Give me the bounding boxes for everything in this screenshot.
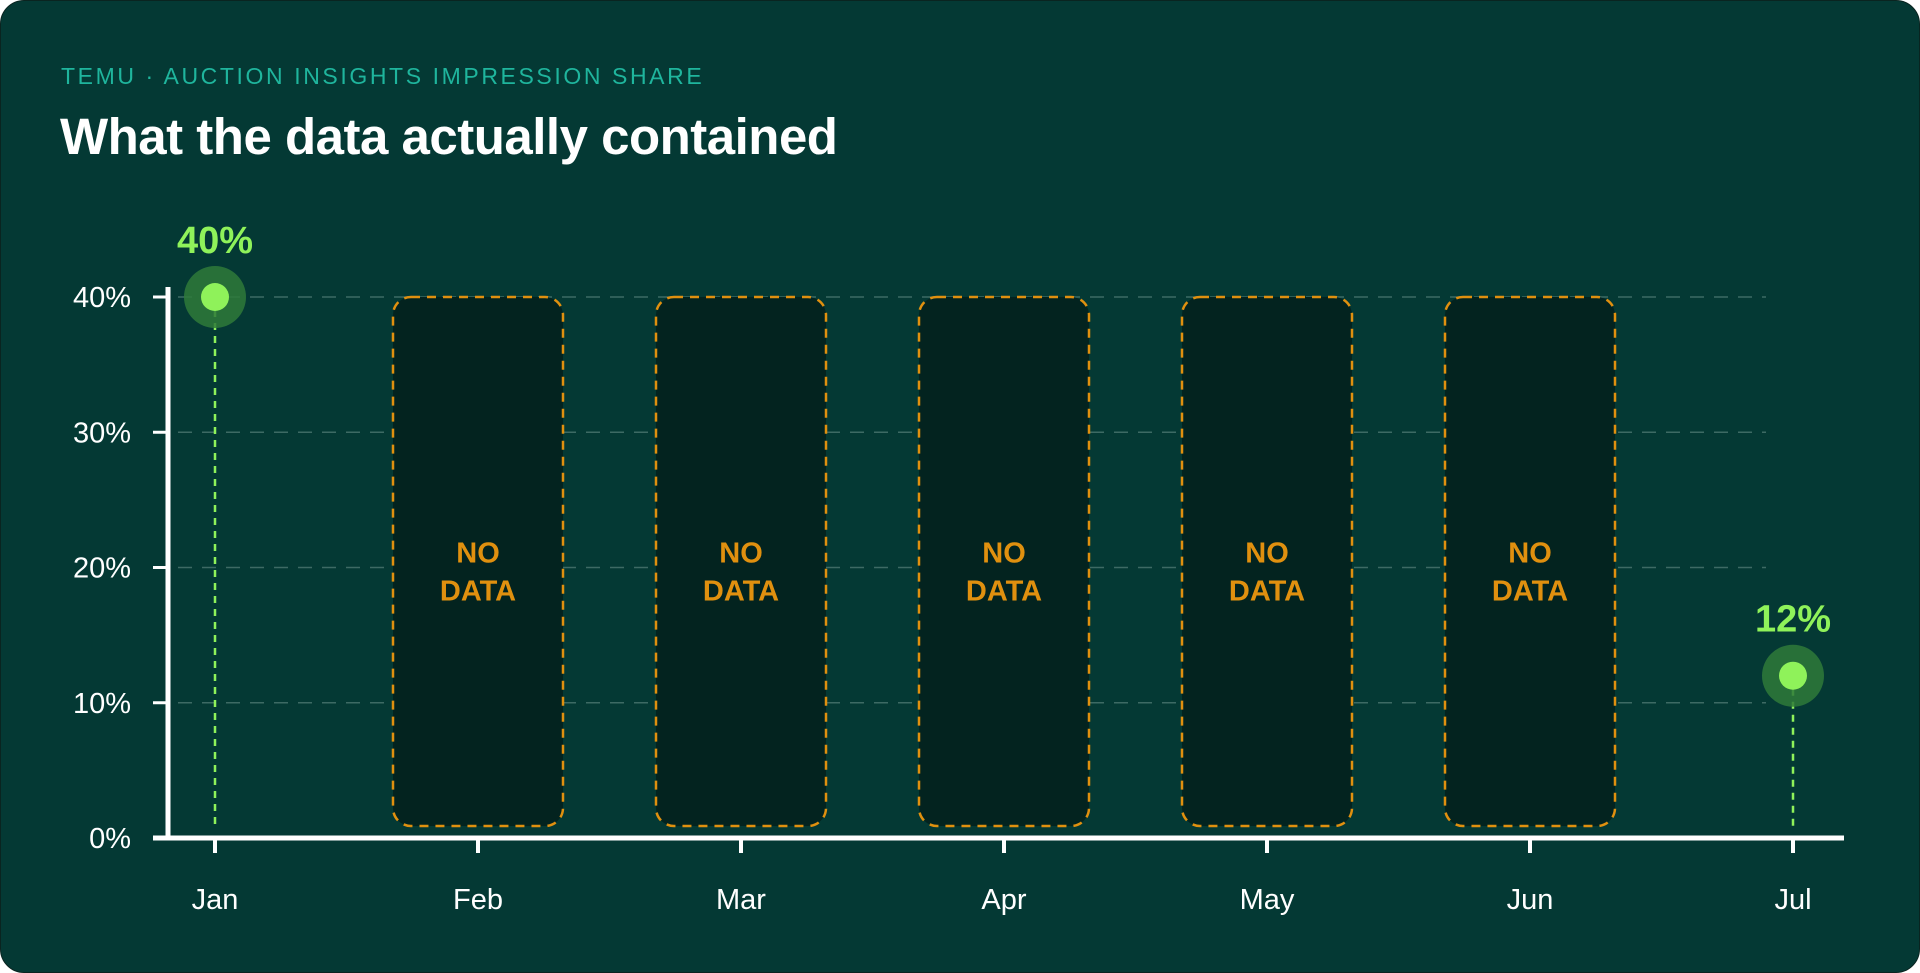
no-data-label: NO <box>456 538 500 570</box>
no-data-label: DATA <box>966 576 1042 608</box>
x-tick-label: Feb <box>453 884 503 916</box>
no-data-box <box>654 295 828 828</box>
data-point <box>1779 661 1807 690</box>
no-data-box <box>391 295 565 828</box>
x-tick-label: Jun <box>1507 884 1554 916</box>
y-tick-label: 10% <box>73 688 131 720</box>
no-data-label: DATA <box>1492 576 1568 608</box>
no-data-label: NO <box>982 538 1026 570</box>
no-data-box <box>917 295 1091 828</box>
data-label: 40% <box>177 220 253 262</box>
y-tick-label: 0% <box>89 823 131 855</box>
no-data-label: NO <box>719 538 763 570</box>
chart-eyebrow: TEMU · AUCTION INSIGHTS IMPRESSION SHARE <box>61 63 705 89</box>
no-data-label: DATA <box>440 576 516 608</box>
x-tick-label: Jul <box>1774 884 1811 916</box>
x-tick-label: Jan <box>192 884 239 916</box>
no-data-box <box>1443 295 1617 828</box>
no-data-label: NO <box>1508 538 1552 570</box>
no-data-label: DATA <box>1229 576 1305 608</box>
data-label: 12% <box>1755 599 1831 641</box>
x-tick-label: May <box>1240 884 1295 916</box>
y-tick-label: 20% <box>73 553 131 585</box>
x-tick-label: Mar <box>716 884 766 916</box>
chart-title: What the data actually contained <box>60 108 838 165</box>
x-tick-label: Apr <box>981 884 1026 916</box>
y-tick-label: 30% <box>73 417 131 449</box>
data-point <box>201 283 229 311</box>
no-data-label: DATA <box>703 576 779 608</box>
y-tick-label: 40% <box>73 282 131 314</box>
no-data-box <box>1180 295 1354 828</box>
no-data-label: NO <box>1245 538 1289 570</box>
